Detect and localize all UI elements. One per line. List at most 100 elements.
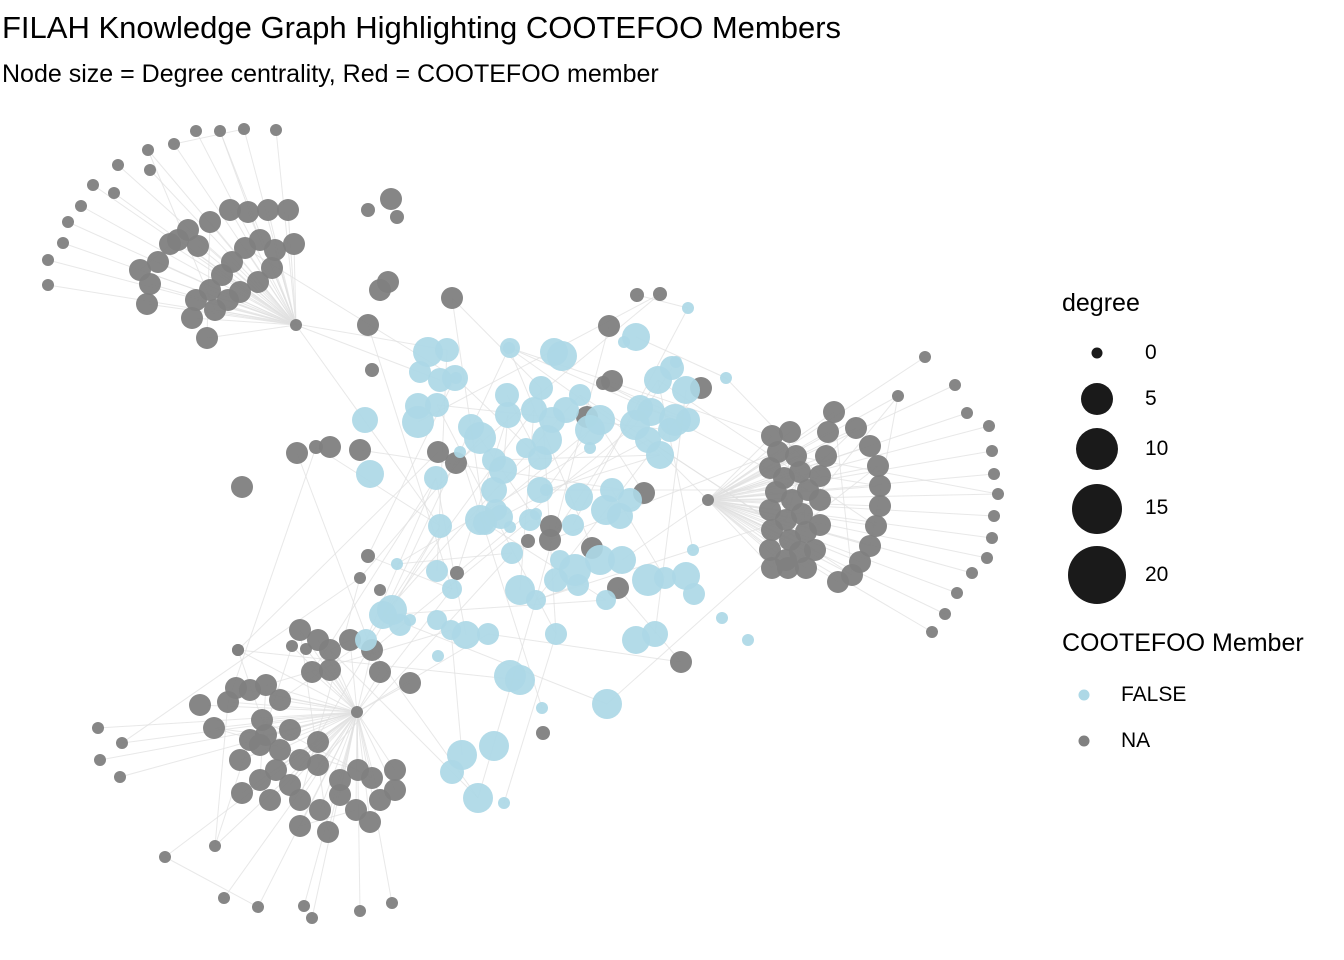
graph-node-na (62, 216, 74, 228)
graph-node-na (199, 279, 221, 301)
graph-node-na (361, 203, 375, 217)
graph-node-false (495, 383, 519, 407)
graph-edge (339, 711, 358, 781)
graph-edge (451, 297, 486, 524)
graph-node-na (399, 672, 421, 694)
graph-edge (487, 633, 682, 663)
graph-node-na (232, 644, 244, 656)
node-layer (42, 123, 1004, 924)
graph-node-false (536, 702, 548, 714)
graph-node-na (231, 782, 253, 804)
graph-edge (657, 379, 877, 527)
graph-node-na (359, 811, 381, 833)
graph-node-na (986, 445, 998, 457)
graph-node-false (565, 483, 593, 511)
graph-edge (451, 297, 542, 389)
graph-node-false (547, 341, 577, 371)
graph-node-na (827, 571, 849, 593)
legend-size-label: 5 (1145, 387, 1157, 410)
legend-size-label: 0 (1145, 341, 1157, 364)
graph-node-na (259, 789, 281, 811)
graph-node-false (427, 610, 447, 630)
legend-color-key-false (1078, 689, 1090, 701)
graph-node-false (529, 376, 553, 400)
graph-node-na (809, 489, 831, 511)
graph-node-na (859, 535, 881, 557)
graph-node-false (569, 384, 591, 406)
graph-node-na (521, 534, 535, 548)
graph-node-false (687, 544, 699, 556)
legend-color-label-na: NA (1121, 729, 1151, 752)
graph-node-false (442, 579, 462, 599)
graph-node-false (428, 514, 452, 538)
graph-edge (707, 493, 999, 501)
graph-node-na (114, 771, 126, 783)
graph-node-false (356, 460, 384, 488)
legend-size-label: 20 (1145, 563, 1169, 586)
graph-node-na (319, 639, 341, 661)
graph-node-na (289, 815, 311, 837)
graph-edge (206, 324, 297, 339)
graph-node-na (209, 840, 221, 852)
graph-node-na (926, 626, 938, 638)
graph-node-na (961, 407, 973, 419)
graph-node-na (286, 640, 298, 652)
graph-node-na (309, 440, 323, 454)
legend-color-label-false: FALSE (1121, 683, 1187, 706)
graph-node-false (435, 338, 459, 362)
graph-node-na (136, 293, 158, 315)
graph-node-na (981, 552, 993, 564)
graph-node-na (369, 661, 391, 683)
graph-edge (319, 711, 358, 811)
graph-node-na (670, 651, 692, 673)
legend-size-title: degree (1062, 289, 1140, 317)
graph-edge (606, 539, 791, 705)
graph-edge (279, 699, 358, 713)
graph-edge (47, 284, 297, 326)
graph-edge (195, 130, 297, 326)
legend-color-key-na (1078, 735, 1090, 747)
graph-node-false (391, 558, 403, 570)
graph-node-na (196, 327, 218, 349)
graph-edge (231, 261, 297, 326)
graph-node-na (951, 587, 963, 599)
graph-node-na (129, 259, 151, 281)
graph-node-na (247, 271, 269, 293)
graph-node-na (988, 468, 1000, 480)
graph-edge (707, 425, 990, 501)
graph-node-false (440, 760, 464, 784)
graph-edge (477, 599, 537, 799)
graph-edge (219, 130, 297, 326)
graph-node-na (264, 239, 286, 261)
graph-node-na (144, 164, 156, 176)
graph-node-false (528, 446, 552, 470)
graph-node-na (374, 584, 386, 596)
graph-edge (99, 711, 358, 761)
graph-node-na (365, 363, 379, 377)
graph-edge (356, 588, 453, 713)
graph-edge (545, 454, 661, 491)
graph-node-na (845, 417, 867, 439)
graph-node-na (823, 401, 845, 423)
graph-edge (265, 629, 452, 686)
graph-node-false (742, 634, 754, 646)
graph-node-false (404, 614, 416, 626)
graph-node-na (187, 235, 209, 257)
graph-node-na (231, 476, 253, 498)
graph-node-na (255, 724, 277, 746)
legend-size-key-0 (1091, 347, 1103, 359)
graph-node-na (809, 465, 831, 487)
graph-edge (417, 293, 661, 423)
graph-node-na (349, 439, 371, 461)
graph-node-na (804, 539, 826, 561)
graph-node-na (859, 435, 881, 457)
graph-node-na (203, 717, 225, 739)
graph-node-na (252, 901, 264, 913)
graph-node-na (759, 539, 781, 561)
graph-node-na (441, 287, 463, 309)
graph-node-false (424, 466, 448, 490)
graph-edge (164, 856, 259, 908)
graph-edge (287, 209, 297, 326)
graph-node-false (505, 665, 535, 695)
